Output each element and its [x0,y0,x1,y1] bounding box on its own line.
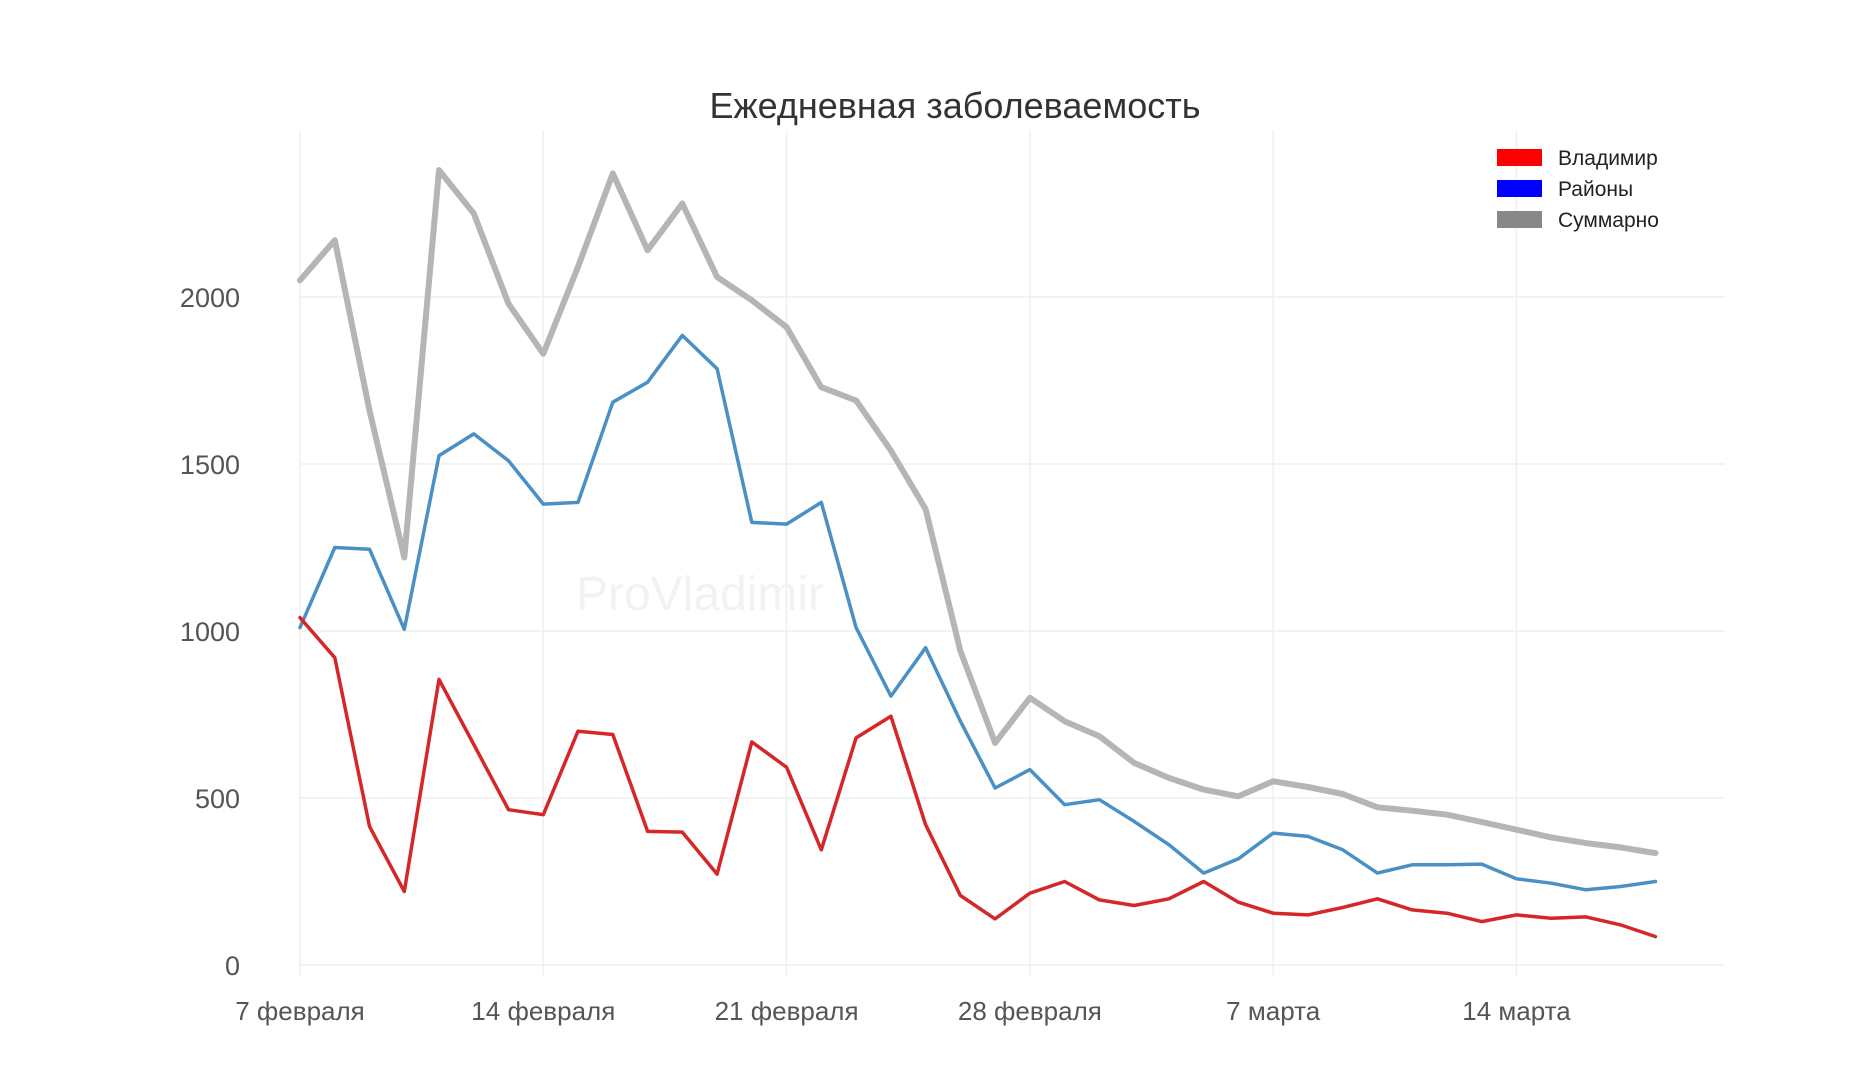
series-line-1 [298,333,1658,892]
x-tick-label: 28 февраля [958,996,1102,1026]
x-axis-ticks: 7 февраля 14 февраля 21 февраля 28 февраля 7… [235,996,1571,1026]
legend-swatch [1497,211,1542,228]
y-tick-label: 500 [195,784,240,814]
x-tick-label: 7 февраля [235,996,365,1026]
y-tick-label: 1000 [180,617,240,647]
chart-title: Ежедневная заболеваемость [710,85,1201,126]
y-axis-ticks: 0 500 1000 1500 2000 [180,283,240,981]
y-tick-label: 2000 [180,283,240,313]
series-line-0 [297,167,1659,857]
series-lines [297,167,1659,939]
watermark-text: ProVladimir [576,568,824,621]
x-tick-label: 14 февраля [471,996,615,1026]
legend-swatch [1497,149,1542,166]
grid [299,130,1725,975]
y-tick-label: 0 [225,951,240,981]
series-line-2 [298,615,1658,939]
legend[interactable]: Владимир Районы Суммарно [1497,147,1659,232]
legend-swatch [1497,180,1542,197]
legend-label[interactable]: Районы [1558,178,1633,201]
legend-label[interactable]: Владимир [1558,147,1658,170]
x-tick-label: 21 февраля [715,996,859,1026]
x-tick-label: 7 марта [1226,996,1321,1026]
x-tick-label: 14 марта [1462,996,1571,1026]
legend-label[interactable]: Суммарно [1558,209,1659,232]
y-tick-label: 1500 [180,450,240,480]
